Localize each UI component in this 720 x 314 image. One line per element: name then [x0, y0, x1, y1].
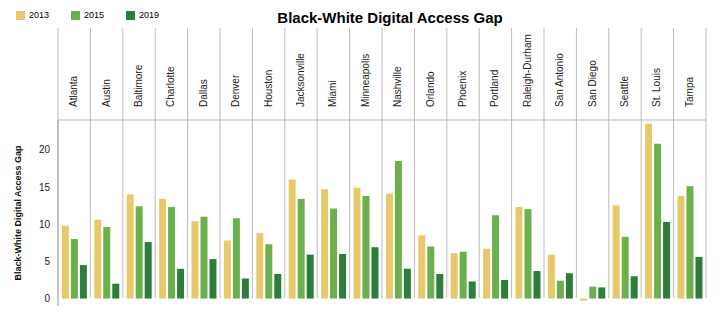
svg-text:10: 10: [39, 219, 51, 230]
svg-text:Charlotte: Charlotte: [165, 66, 176, 107]
svg-text:Baltimore: Baltimore: [133, 64, 144, 107]
svg-text:15: 15: [39, 182, 51, 193]
svg-text:San Diego: San Diego: [587, 60, 598, 107]
svg-text:Atlanta: Atlanta: [68, 75, 79, 107]
svg-text:Black-White Digital Access Gap: Black-White Digital Access Gap: [13, 145, 23, 281]
svg-text:Austin: Austin: [101, 79, 112, 107]
html-text:2013: 2013: [29, 10, 49, 20]
svg-text:Minneapolis: Minneapolis: [360, 54, 371, 107]
html-text:2015: 2015: [84, 10, 105, 20]
svg-text:5: 5: [44, 256, 50, 267]
svg-text:Tampa: Tampa: [684, 77, 695, 107]
svg-text:San Antonio: San Antonio: [554, 53, 565, 107]
svg-text:20: 20: [39, 144, 51, 155]
svg-text:St. Louis: St. Louis: [651, 68, 662, 107]
svg-text:Portland: Portland: [489, 70, 500, 107]
svg-text:Dallas: Dallas: [198, 79, 209, 107]
html-text:Black-White Digital Access Gap: Black-White Digital Access Gap: [277, 9, 503, 26]
svg-text:Raleigh-Durham: Raleigh-Durham: [522, 34, 533, 107]
svg-text:Phoenix: Phoenix: [457, 71, 468, 107]
svg-text:Denver: Denver: [230, 74, 241, 107]
svg-text:Jacksonville: Jacksonville: [295, 53, 306, 107]
svg-text:0: 0: [44, 293, 50, 304]
svg-text:Miami: Miami: [327, 80, 338, 107]
html-text:2019: 2019: [139, 10, 160, 20]
svg-text:Houston: Houston: [263, 70, 274, 107]
svg-text:Orlando: Orlando: [425, 71, 436, 107]
svg-text:Seattle: Seattle: [619, 75, 630, 107]
svg-text:Nashville: Nashville: [392, 66, 403, 107]
